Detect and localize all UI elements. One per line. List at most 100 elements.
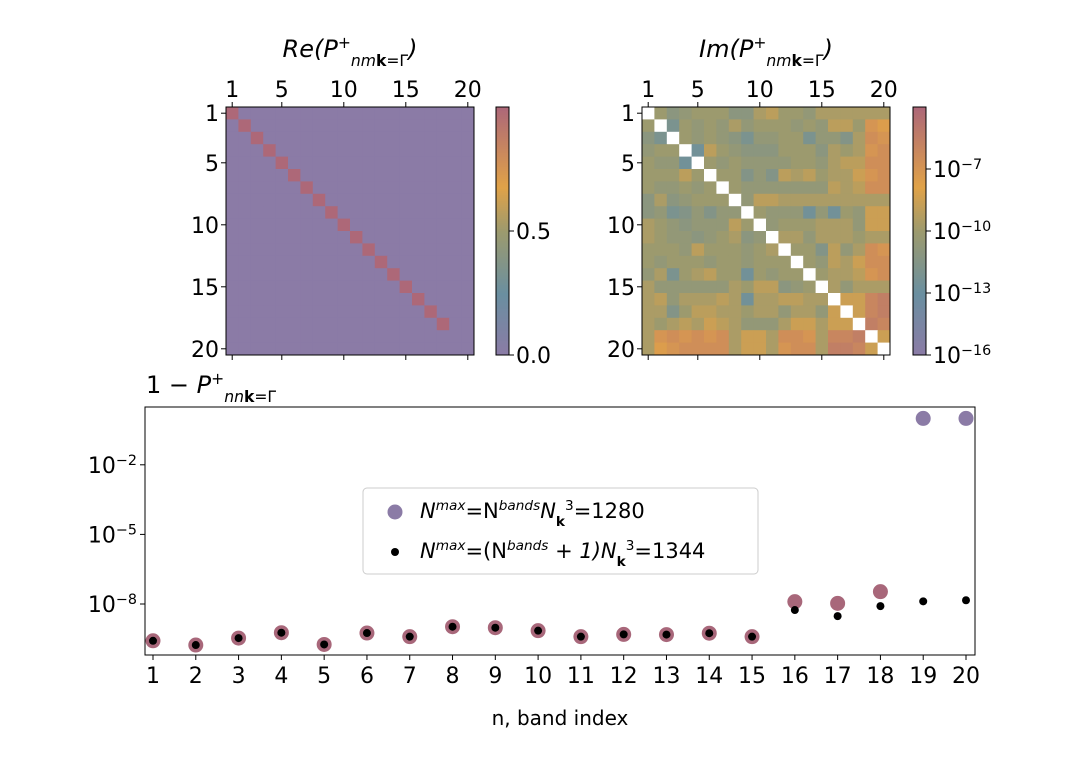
heatmap-cell [877, 231, 891, 244]
point-series-1344 [619, 630, 628, 639]
colorbar-segment [913, 145, 926, 148]
heatmap-cell [803, 280, 816, 294]
heatmap-cell [436, 317, 450, 331]
heatmap-cell [424, 243, 438, 257]
heatmap-cell [263, 255, 276, 269]
heatmap-cell [654, 218, 668, 232]
heatmap-cell [766, 181, 779, 195]
heatmap-cell [312, 231, 326, 244]
heatmap-cell [226, 119, 239, 133]
heatmap-cell [778, 206, 792, 219]
colorbar-segment [496, 271, 509, 274]
heatmap-cell [828, 255, 841, 269]
heatmap-cell [399, 330, 413, 343]
im-title-part: =Γ [802, 52, 824, 70]
y-tick-label: 10−5 [88, 522, 137, 548]
legend-label-1-part: bands [507, 538, 548, 554]
heatmap-cell [728, 305, 742, 319]
colorbar-segment [913, 241, 926, 244]
colorbar-segment [496, 349, 509, 352]
colorbar-segment [496, 197, 509, 200]
heatmap-cell [449, 206, 462, 219]
heatmap-cell [461, 268, 475, 281]
heatmap-cell [790, 342, 804, 356]
heatmap-cell [865, 280, 878, 294]
heatmap-cell [865, 342, 878, 356]
colorbar-segment [913, 157, 926, 160]
heatmap-cell [766, 206, 779, 219]
heatmap-cell [704, 144, 717, 157]
heatmap-cell [704, 305, 717, 319]
heatmap-cell [815, 317, 829, 331]
heatmap-cell [716, 255, 730, 269]
heatmap-cell [399, 119, 413, 133]
heatmap-cell [766, 280, 779, 294]
heatmap-cell [387, 218, 400, 232]
heatmap-cell [288, 305, 301, 319]
heatmap-cell [449, 243, 462, 257]
colorbar-segment [496, 189, 509, 192]
heatmap-cell [387, 268, 400, 281]
heatmap-cell [399, 181, 413, 195]
heatmap-cell [362, 156, 376, 170]
heatmap-cell [412, 231, 425, 244]
colorbar-segment [496, 183, 509, 186]
heatmap-cell [753, 255, 767, 269]
heatmap-cell [704, 181, 717, 195]
heatmap-cell [449, 342, 462, 356]
heatmap-cell [399, 305, 413, 319]
heatmap-cell [350, 330, 363, 343]
colorbar-segment [913, 183, 926, 186]
heatmap-cell [250, 305, 264, 319]
heatmap-cell [275, 280, 289, 294]
heatmap-cell [803, 243, 816, 257]
colorbar-segment [496, 247, 509, 250]
heatmap-cell [840, 330, 854, 343]
heatmap-cell [766, 231, 779, 244]
colorbar-segment [913, 303, 926, 306]
colorbar-segment [913, 153, 926, 156]
heatmap-cell [865, 317, 878, 331]
heatmap-cell [312, 255, 326, 269]
heatmap-cell [828, 156, 841, 170]
colorbar-tick-label-part: 10 [933, 158, 961, 183]
heatmap-cell [387, 131, 400, 145]
colorbar-segment [913, 207, 926, 210]
heatmap-cell [362, 293, 376, 306]
im-title: Im(P+nmk=Γ) [699, 34, 833, 70]
colorbar-segment [913, 239, 926, 242]
heatmap-cell [716, 280, 730, 294]
heatmap-cell [412, 268, 425, 281]
colorbar-segment [496, 143, 509, 146]
heatmap-cell [250, 144, 264, 157]
heatmap-cell [840, 206, 854, 219]
heatmap-cell [226, 243, 239, 257]
colorbar-segment [913, 307, 926, 310]
heatmap-cell [325, 206, 338, 219]
heatmap-cell [654, 107, 668, 120]
heatmap-cell [815, 268, 829, 281]
colorbar-segment [913, 143, 926, 146]
colorbar-segment [496, 191, 509, 194]
heatmap-cell [691, 119, 705, 133]
heatmap-cell [238, 107, 252, 120]
heatmap-cell [325, 317, 338, 331]
heatmap-cell [399, 342, 413, 356]
point-series-1344 [405, 632, 414, 641]
heatmap-cell [877, 293, 891, 306]
heatmap-cell [666, 218, 680, 232]
y-tick-label: 15 [607, 276, 635, 301]
heatmap-cell [815, 181, 829, 195]
heatmap-cell [766, 317, 779, 331]
colorbar-segment [913, 123, 926, 126]
colorbar-segment [496, 139, 509, 142]
heatmap-cell [325, 181, 338, 195]
heatmap-cell [350, 317, 363, 331]
heatmap-cell [337, 255, 351, 269]
heatmap-cell [362, 119, 376, 133]
heatmap-cell [263, 293, 276, 306]
heatmap-cell [679, 193, 692, 207]
heatmap-cell [753, 107, 767, 120]
y-axis-label-part: nn [224, 388, 244, 406]
